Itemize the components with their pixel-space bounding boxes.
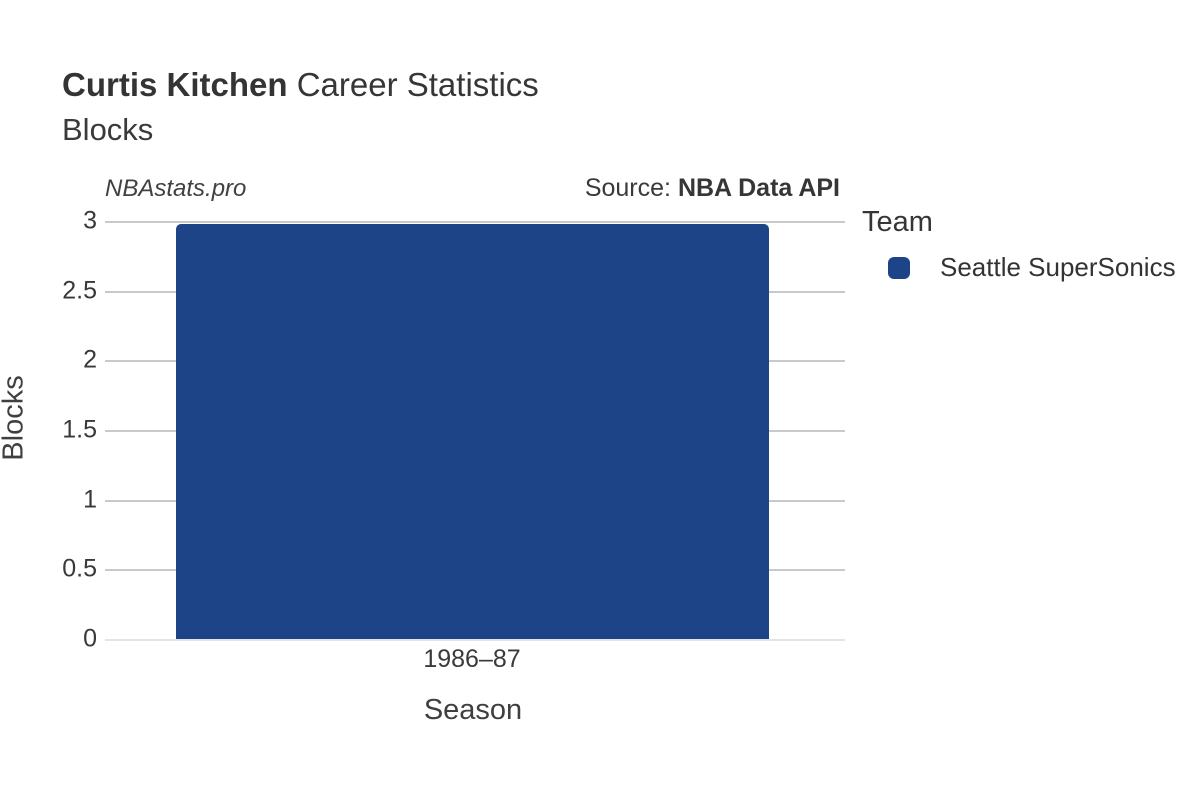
x-axis-category: 1986–87 — [423, 645, 521, 673]
stat-subtitle: Blocks — [62, 112, 154, 147]
x-axis-title: Season — [423, 694, 523, 726]
source-name: NBA Data API — [677, 174, 840, 202]
legend: Team Seattle SuperSonics — [862, 206, 1176, 282]
legend-title: Team — [862, 206, 933, 238]
y-tick-label: 1 — [83, 485, 97, 514]
y-tick-label: 1.5 — [62, 415, 97, 444]
legend-item-label: Seattle SuperSonics — [940, 252, 1176, 282]
bar-1986–87[interactable] — [176, 224, 769, 639]
x-axis-line — [105, 639, 845, 641]
y-tick-label: 2.5 — [62, 276, 97, 305]
chart-meta-row: NBAstats.pro Source: NBA Data API — [105, 174, 840, 203]
y-tick-label: 3 — [83, 206, 97, 235]
source-prefix: Source: — [584, 174, 678, 202]
source-credit: Source: NBA Data API — [585, 174, 840, 203]
watermark: NBAstats.pro — [105, 175, 247, 202]
page-title: Curtis Kitchen Career Statistics — [62, 66, 539, 104]
title-suffix: Career Statistics — [287, 66, 539, 103]
gridline — [105, 221, 845, 223]
player-name: Curtis Kitchen — [62, 66, 288, 103]
y-axis-title: Blocks — [0, 375, 30, 461]
y-tick-label: 0 — [83, 624, 97, 653]
legend-item-seattle-supersonics[interactable]: Seattle SuperSonics — [888, 252, 1176, 283]
y-tick-label: 0.5 — [62, 554, 97, 583]
legend-swatch-icon — [888, 256, 910, 279]
y-tick-label: 2 — [83, 345, 97, 374]
